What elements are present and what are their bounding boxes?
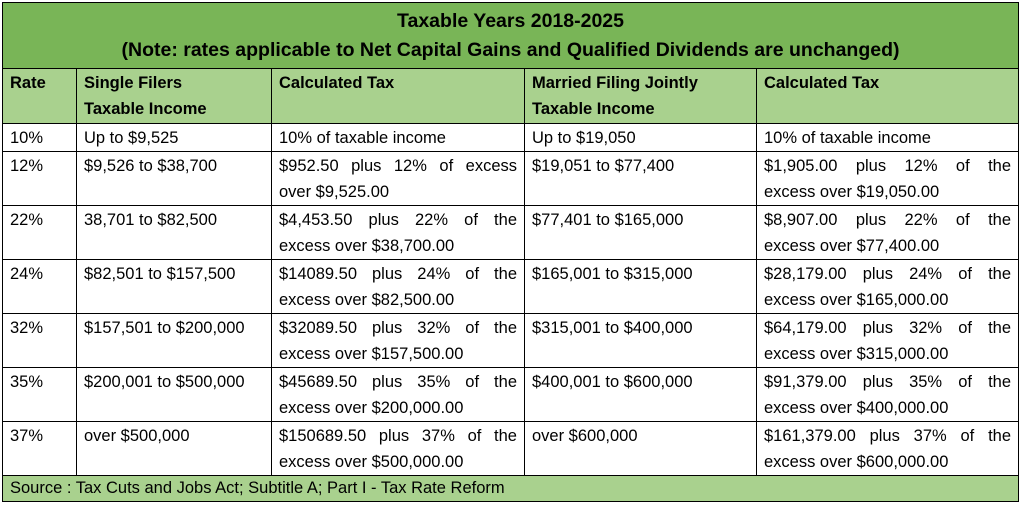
single-income-cell: Up to $9,525 [76,123,272,152]
married-income-cell: $77,401 to $165,000 [524,205,757,260]
married-income-cell: $165,001 to $315,000 [524,259,757,314]
header-single-line1: Single Filers [84,74,183,92]
header-single-line2: Taxable Income [84,100,207,118]
table-row: 22% 38,701 to $82,500 $4,453.50 plus 22%… [2,205,1020,260]
married-tax-cell: $28,179.00 plus 24% of the excess over $… [755,259,1020,314]
married-tax-cell: 10% of taxable income [755,123,1020,152]
single-income-cell: $9,526 to $38,700 [76,151,272,206]
married-income-cell: $19,051 to $77,400 [524,151,757,206]
married-tax-cell: $64,179.00 plus 32% of the excess over $… [755,313,1020,368]
table-row: 24% $82,501 to $157,500 $14089.50 plus 2… [2,259,1020,314]
rate-cell: 32% [2,313,77,368]
single-tax-cell: $150689.50 plus 37% of the excess over $… [271,421,525,476]
header-single-income: Single Filers Taxable Income [76,68,272,124]
single-tax-cell: $45689.50 plus 35% of the excess over $2… [271,367,525,422]
single-tax-cell: $32089.50 plus 32% of the excess over $1… [271,313,525,368]
married-income-cell: $315,001 to $400,000 [524,313,757,368]
single-tax-cell: 10% of taxable income [271,123,525,152]
single-tax-cell: $4,453.50 plus 22% of the excess over $3… [271,205,525,260]
rate-cell: 10% [2,123,77,152]
header-single-tax: Calculated Tax [271,68,525,124]
table-row: 10% Up to $9,525 10% of taxable income U… [2,123,1020,152]
table-title: Taxable Years 2018-2025 [397,10,624,32]
table-row: 37% over $500,000 $150689.50 plus 37% of… [2,421,1020,476]
header-row: Rate Single Filers Taxable Income Calcul… [2,68,1020,124]
married-tax-cell: $1,905.00 plus 12% of the excess over $1… [755,151,1020,206]
married-tax-cell: $91,379.00 plus 35% of the excess over $… [755,367,1020,422]
married-income-cell: $400,001 to $600,000 [524,367,757,422]
rate-cell: 12% [2,151,77,206]
single-income-cell: $82,501 to $157,500 [76,259,272,314]
single-income-cell: 38,701 to $82,500 [76,205,272,260]
header-married-income: Married Filing Jointly Taxable Income [524,68,757,124]
table-row: 12% $9,526 to $38,700 $952.50 plus 12% o… [2,151,1020,206]
rate-cell: 35% [2,367,77,422]
header-married-line2: Taxable Income [532,100,655,118]
married-income-cell: over $600,000 [524,421,757,476]
header-rate: Rate [2,68,77,124]
table-row: 35% $200,001 to $500,000 $45689.50 plus … [2,367,1020,422]
married-tax-cell: $161,379.00 plus 37% of the excess over … [755,421,1020,476]
rate-cell: 22% [2,205,77,260]
single-tax-cell: $952.50 plus 12% of excess over $9,525.0… [271,151,525,206]
single-income-cell: over $500,000 [76,421,272,476]
married-income-cell: Up to $19,050 [524,123,757,152]
single-income-cell: $157,501 to $200,000 [76,313,272,368]
source-note: Source : Tax Cuts and Jobs Act; Subtitle… [1,475,1020,502]
table-title-cell: Taxable Years 2018-2025 (Note: rates app… [1,2,1020,69]
single-income-cell: $200,001 to $500,000 [76,367,272,422]
title-row: Taxable Years 2018-2025 (Note: rates app… [1,2,1020,69]
header-married-tax: Calculated Tax [755,68,1020,124]
header-married-line1: Married Filing Jointly [532,74,698,92]
rate-cell: 37% [2,421,77,476]
married-tax-cell: $8,907.00 plus 22% of the excess over $7… [755,205,1020,260]
table-row: 32% $157,501 to $200,000 $32089.50 plus … [2,313,1020,368]
table-note: (Note: rates applicable to Net Capital G… [121,39,900,61]
rate-cell: 24% [2,259,77,314]
source-row: Source : Tax Cuts and Jobs Act; Subtitle… [1,475,1020,502]
single-tax-cell: $14089.50 plus 24% of the excess over $8… [271,259,525,314]
